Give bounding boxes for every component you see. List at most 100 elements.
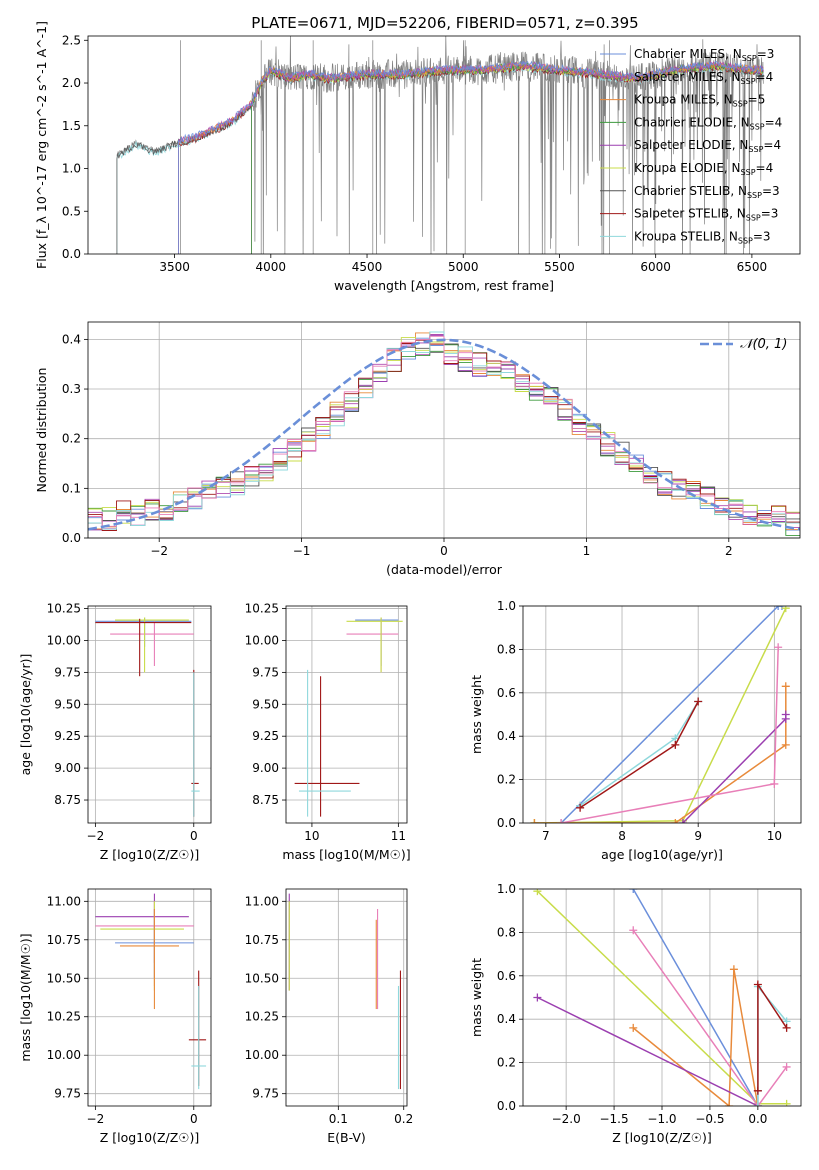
y-tick-label: 10.25 (245, 1010, 279, 1024)
mass-weight-marker (753, 1102, 762, 1106)
axes-frame (522, 605, 802, 824)
x-tick-label: 4500 (352, 260, 383, 274)
mass-weight-marker (533, 993, 542, 1002)
y-tick-label: 0.4 (497, 729, 516, 743)
y-tick-label: 0.1 (62, 481, 81, 495)
y-tick-label: 9.50 (252, 697, 279, 711)
axes-frame (522, 888, 802, 1107)
x-tick-label: 0 (190, 1112, 198, 1126)
y-tick-label: 2.5 (62, 33, 81, 47)
mass_vs_Z-plot-area (95, 893, 207, 1090)
y-tick-label: 8.75 (54, 793, 81, 807)
mass-weight-line (534, 607, 787, 823)
spectrum-legend: Chabrier MILES, NSSP=3 Salpeter MILES, NS… (600, 47, 782, 245)
mass-weight-marker (629, 1023, 638, 1032)
y-tick-label: 0.2 (497, 1056, 516, 1070)
y-tick-label: 9.75 (252, 665, 279, 679)
y-tick-label: 9.75 (54, 1087, 81, 1101)
mass-weight-marker (753, 1086, 762, 1095)
x-axis-label: age [log10(age/yr)] (601, 847, 723, 862)
legend-label: Salpeter STELIB, NSSP=3 (634, 207, 778, 223)
x-tick-label: −2 (87, 829, 105, 843)
mass-weight-marker (576, 803, 585, 812)
age_vs_mass-plot-area (294, 617, 403, 817)
y-tick-label: 0.0 (62, 531, 81, 545)
mass-weight-line (560, 606, 782, 823)
mass-weight-marker (671, 819, 680, 823)
x-axis-label: Z [log10(Z/Z☉)] (612, 1130, 712, 1145)
y-axis-label: age [log10(age/yr)] (18, 654, 33, 776)
legend-label: Salpeter MILES, NSSP=4 (634, 70, 773, 86)
legend-label: Chabrier STELIB, NSSP=3 (634, 184, 780, 200)
y-tick-label: 11.00 (245, 894, 279, 908)
y-tick-label: 10.25 (245, 602, 279, 616)
x-tick-label: 6000 (640, 260, 671, 274)
mass-weight-marker (753, 980, 762, 989)
y-tick-label: 0.6 (497, 686, 516, 700)
y-tick-label: 9.00 (54, 761, 81, 775)
mass-weight-marker (725, 1102, 734, 1106)
massweight_vs_age-plot-area (530, 606, 790, 823)
y-tick-label: 9.00 (252, 761, 279, 775)
x-tick-label: 0.0 (748, 1112, 767, 1126)
mass-weight-marker (781, 682, 790, 691)
y-tick-label: 9.75 (54, 665, 81, 679)
age_vs_mass-panel: 10 11 8.75 9.00 9.25 9.50 9.75 10.00 10.25 mass [… (245, 602, 411, 862)
x-tick-label: 8 (618, 829, 626, 843)
mass_vs_Z-panel: −2 0 9.75 10.00 10.25 10.50 10.75 11.00 Z [log10… (18, 888, 212, 1145)
x-tick-label: −1.5 (599, 1112, 628, 1126)
residuals-legend: 𝒩(0, 1) (700, 337, 787, 352)
legend-label: Salpeter ELODIE, NSSP=4 (634, 138, 781, 154)
y-tick-label: 0.4 (62, 332, 81, 346)
x-tick-label: 7 (542, 829, 550, 843)
y-tick-label: 1.0 (497, 599, 516, 613)
model-spectrum-chabrier-stelib (116, 63, 764, 254)
y-tick-label: 0.6 (497, 969, 516, 983)
model-spectrum-chabrier-miles (178, 60, 764, 254)
y-tick-label: 10.25 (47, 602, 81, 616)
y-axis-label: mass [log10(M/M☉)] (18, 933, 33, 1061)
mass-weight-line (579, 701, 699, 809)
x-tick-label: 2 (725, 544, 733, 558)
y-tick-label: 0.5 (62, 204, 81, 218)
x-tick-label: 3500 (159, 260, 190, 274)
x-tick-label: 0.2 (394, 1112, 413, 1126)
x-tick-label: −0.5 (695, 1112, 724, 1126)
x-axis-label: wavelength [Angstrom, rest frame] (334, 278, 554, 293)
mass-weight-line (579, 701, 699, 807)
y-tick-label: 10.00 (47, 1048, 81, 1062)
mass-weight-marker (629, 926, 638, 935)
y-tick-label: 10.00 (245, 633, 279, 647)
x-axis-label: (data-model)/error (386, 562, 503, 577)
y-tick-label: 10.75 (245, 933, 279, 947)
x-axis-label: E(B-V) (327, 1130, 366, 1145)
legend-label: Chabrier ELODIE, NSSP=4 (634, 115, 782, 131)
x-tick-label: 10 (304, 829, 319, 843)
mass-weight-marker (770, 779, 779, 788)
mass-weight-marker (530, 819, 539, 823)
model-spectrum-salpeter-elodie (251, 61, 764, 254)
axes-frame (87, 321, 801, 539)
y-tick-label: 11.00 (47, 894, 81, 908)
figure-title: PLATE=0671, MJD=52206, FIBERID=0571, z=0… (251, 14, 638, 32)
mass-weight-marker (729, 965, 738, 974)
mass-weight-marker (671, 740, 680, 749)
y-tick-label: 10.50 (47, 971, 81, 985)
x-axis-label: Z [log10(Z/Z☉)] (100, 1130, 200, 1145)
residuals-panel: −2 −1 0 1 2 0.0 0.1 0.2 0.3 0.4 (data-model)/error… (34, 321, 801, 577)
spectrum-plot-area (116, 36, 764, 254)
mass-weight-line (757, 982, 788, 1091)
mass-weight-marker (782, 1023, 791, 1032)
x-tick-label: −1 (293, 544, 311, 558)
mass-weight-marker (774, 606, 783, 610)
y-tick-label: 1.0 (497, 882, 516, 896)
mass-weight-marker (694, 697, 703, 706)
mass-weight-marker (781, 740, 790, 749)
y-tick-label: 9.75 (252, 1087, 279, 1101)
normal-distribution-curve (88, 338, 800, 531)
y-tick-label: 10.50 (245, 971, 279, 985)
mass-weight-marker (533, 889, 542, 896)
mass-weight-line (632, 929, 788, 1106)
mass-weight-marker (781, 606, 790, 613)
